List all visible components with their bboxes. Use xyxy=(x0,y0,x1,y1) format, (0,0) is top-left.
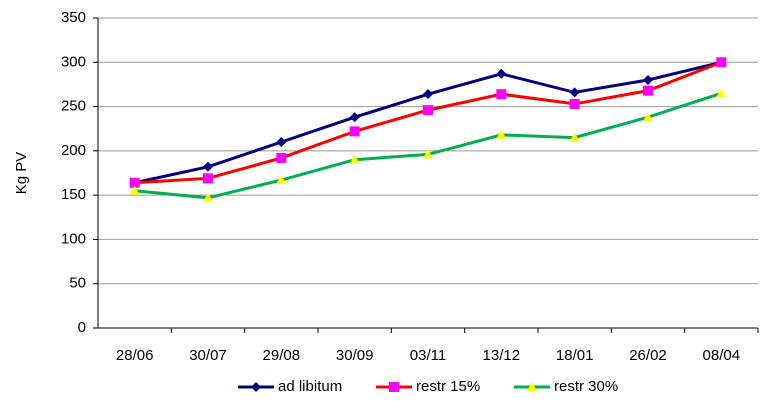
x-tick-label: 29/08 xyxy=(263,347,301,364)
data-point xyxy=(496,68,507,79)
legend-label: restr 15% xyxy=(416,378,480,395)
x-tick-label: 26/02 xyxy=(629,347,667,364)
data-point xyxy=(496,129,507,139)
data-point xyxy=(496,89,507,100)
data-point xyxy=(643,75,653,85)
legend-marker xyxy=(251,382,261,392)
data-point xyxy=(276,152,287,163)
x-tick-label: 18/01 xyxy=(556,347,594,364)
y-tick-label: 0 xyxy=(78,319,86,336)
x-tick-label: 13/12 xyxy=(483,347,521,364)
data-point xyxy=(569,87,580,98)
y-tick-label: 200 xyxy=(61,142,86,159)
x-tick-label: 28/06 xyxy=(116,347,154,364)
data-point xyxy=(349,126,360,137)
data-point xyxy=(276,137,287,147)
y-axis-label: Kg PV xyxy=(13,152,30,195)
data-point xyxy=(203,173,213,184)
y-tick-label: 150 xyxy=(61,186,86,203)
data-point xyxy=(643,112,653,122)
y-tick-label: 350 xyxy=(61,9,86,26)
data-point xyxy=(423,149,433,159)
x-tick-label: 03/11 xyxy=(410,347,446,364)
legend-label: ad libitum xyxy=(278,378,342,395)
x-tick-label: 30/07 xyxy=(189,347,227,364)
data-point xyxy=(569,132,580,142)
data-point xyxy=(643,85,653,96)
data-point xyxy=(716,57,727,68)
legend-label: restr 30% xyxy=(554,378,618,395)
legend-marker xyxy=(527,382,537,391)
data-point xyxy=(423,89,433,100)
y-tick-label: 300 xyxy=(61,53,86,70)
data-point xyxy=(569,98,580,109)
y-tick-label: 50 xyxy=(69,275,86,292)
data-point xyxy=(716,88,727,98)
x-tick-label: 08/04 xyxy=(703,347,741,364)
x-tick-label: 30/09 xyxy=(336,347,374,364)
legend-marker xyxy=(389,382,399,392)
data-point xyxy=(276,175,287,185)
data-point xyxy=(349,112,360,123)
data-point xyxy=(349,154,360,164)
data-point xyxy=(203,161,213,172)
data-point xyxy=(203,192,213,202)
y-tick-label: 250 xyxy=(61,98,86,115)
data-point xyxy=(423,105,433,116)
data-point xyxy=(129,177,140,188)
y-tick-label: 100 xyxy=(61,230,86,247)
data-point xyxy=(129,185,140,195)
